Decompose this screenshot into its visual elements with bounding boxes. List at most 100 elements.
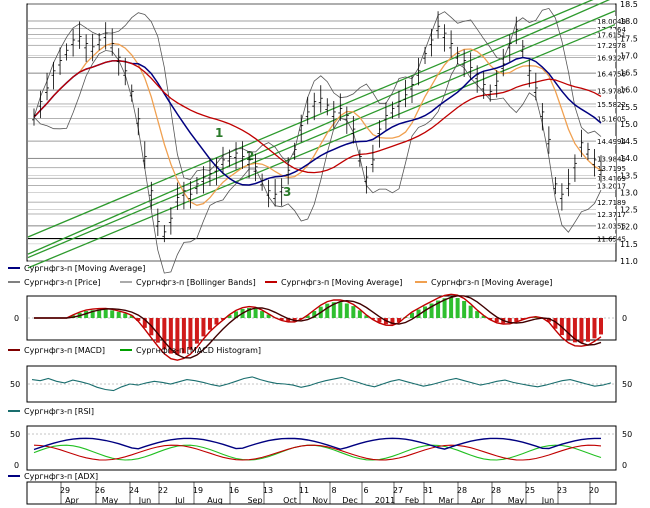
macd-hist-bar (585, 318, 590, 342)
channel-label-1: 1 (215, 126, 223, 140)
macd-hist-bar (338, 302, 343, 318)
legend-label: Сургнфгз-п [Price] (24, 278, 101, 287)
macd-hist-bar (449, 297, 454, 318)
legend-label: Сургнфгз-п [MACD Histogram] (136, 346, 261, 355)
macd-hist-bar (312, 311, 317, 318)
legend-label: Сургнфгз-п [Moving Average] (24, 264, 145, 273)
adx-panel-frame (26, 425, 617, 471)
level-label: 18.0049 (597, 18, 626, 26)
x-day-label: 31 (423, 486, 433, 495)
channel-line (27, 0, 611, 255)
moving-averages (33, 42, 602, 206)
macd-hist-bar (481, 315, 486, 318)
macd-hist-bar (84, 311, 89, 318)
x-day-label: 24 (129, 486, 139, 495)
x-day-label: 23 (557, 486, 567, 495)
macd-hist-bar (214, 318, 219, 325)
adx-tick-right-50: 50 (622, 430, 632, 439)
y-tick-label: 11.5 (620, 240, 638, 249)
x-month-label: Dec (342, 496, 357, 505)
macd-hist-bar (97, 309, 102, 318)
level-label: 15.9787 (597, 87, 626, 95)
y-tick-label: 13.0 (620, 188, 638, 197)
macd-hist-bar (155, 318, 160, 343)
level-label-bg (596, 68, 616, 78)
macd-hist-bar (207, 318, 212, 330)
y-tick-label: 18.0 (620, 17, 638, 26)
macd-hist-bar (194, 318, 199, 344)
macd-tick-right: 0 (622, 314, 627, 323)
y-tick-label: 13.5 (620, 171, 638, 180)
x-month-label: Feb (405, 496, 419, 505)
level-label-bg (596, 208, 616, 218)
macd-hist-bar (377, 318, 382, 323)
x-day-label: 28 (491, 486, 501, 495)
macd-hist-bar (396, 318, 401, 322)
channel-line (27, 0, 594, 238)
macd-hist-bar (462, 300, 467, 318)
macd-hist-bar (475, 311, 480, 318)
level-label-bg (596, 29, 616, 39)
macd-hist-bar (305, 315, 310, 318)
level-label: 13.7195 (597, 165, 626, 173)
level-label-bg (596, 220, 616, 230)
macd-hist-bar (116, 311, 121, 318)
level-label: 13.9845 (597, 156, 626, 164)
macd-hist-bar (279, 318, 284, 321)
price-legend: Сургнфгз-п [Moving Average] Сургнфгз-п [P… (8, 264, 552, 287)
macd-hist-bar (221, 318, 225, 320)
rsi-legend: Сургнфгз-п [RSI] (8, 407, 94, 416)
macd-hist-bar (592, 318, 597, 339)
macd-hist-bar (546, 318, 551, 322)
bollinger-lower (33, 50, 602, 274)
macd-hist-bar (110, 310, 115, 318)
x-day-label: 29 (60, 486, 70, 495)
macd-hist-bar (553, 318, 558, 329)
adx-line (33, 437, 601, 451)
x-day-label: 25 (525, 486, 535, 495)
x-day-label: 26 (95, 486, 105, 495)
legend-label: Сургнфгз-п [MACD] (24, 346, 105, 355)
x-day-label: 16 (229, 486, 239, 495)
macd-hist-bar (162, 318, 167, 350)
adx-series: 50 0 50 0 (10, 430, 632, 470)
macd-hist-bar (423, 306, 428, 318)
macd-hist-bar (436, 300, 441, 318)
level-label-bg (596, 180, 616, 190)
level-label: 12.7189 (597, 199, 626, 207)
adx-tick-right-0: 0 (622, 461, 627, 470)
channel-line (27, 10, 616, 259)
macd-hist-bar (136, 318, 141, 321)
level-label: 11.6545 (597, 236, 626, 244)
macd-hist-bar (429, 303, 434, 318)
macd-hist-bar (103, 309, 108, 318)
macd-hist-bar (579, 318, 584, 343)
price-y-ticks: 11.0 11.5 12.0 12.5 13.0 13.5 14.0 14.5 15.0 15.5… (620, 0, 638, 266)
rsi-series: 50 50 (10, 376, 632, 392)
price-panel-frame (26, 3, 617, 262)
macd-hist-bar (390, 318, 395, 325)
macd-hist-bar (234, 311, 239, 318)
macd-hist-bar (331, 302, 336, 318)
level-label: 12.0355 (597, 223, 626, 231)
x-month-label: Jul (174, 496, 185, 505)
x-month-label: Aug (207, 496, 223, 505)
macd-hist-bar (364, 315, 369, 318)
macd-hist-bar (129, 315, 134, 318)
channel-line (27, 23, 616, 269)
ma-orange (33, 42, 602, 206)
macd-hist-bar (520, 318, 525, 320)
channel-label-3: 3 (283, 185, 291, 199)
macd-line (34, 293, 602, 361)
level-label: 12.3717 (597, 211, 626, 219)
macd-hist-bar (168, 318, 173, 354)
level-label: 15.5822 (597, 101, 626, 109)
x-axis-frame (26, 481, 617, 505)
rsi-tick-right: 50 (622, 380, 632, 389)
x-month-label: May (102, 496, 119, 505)
macd-hist-bar (351, 306, 356, 318)
regression-channel: 1 2 3 (27, 0, 616, 269)
macd-hist-bar (260, 311, 265, 318)
